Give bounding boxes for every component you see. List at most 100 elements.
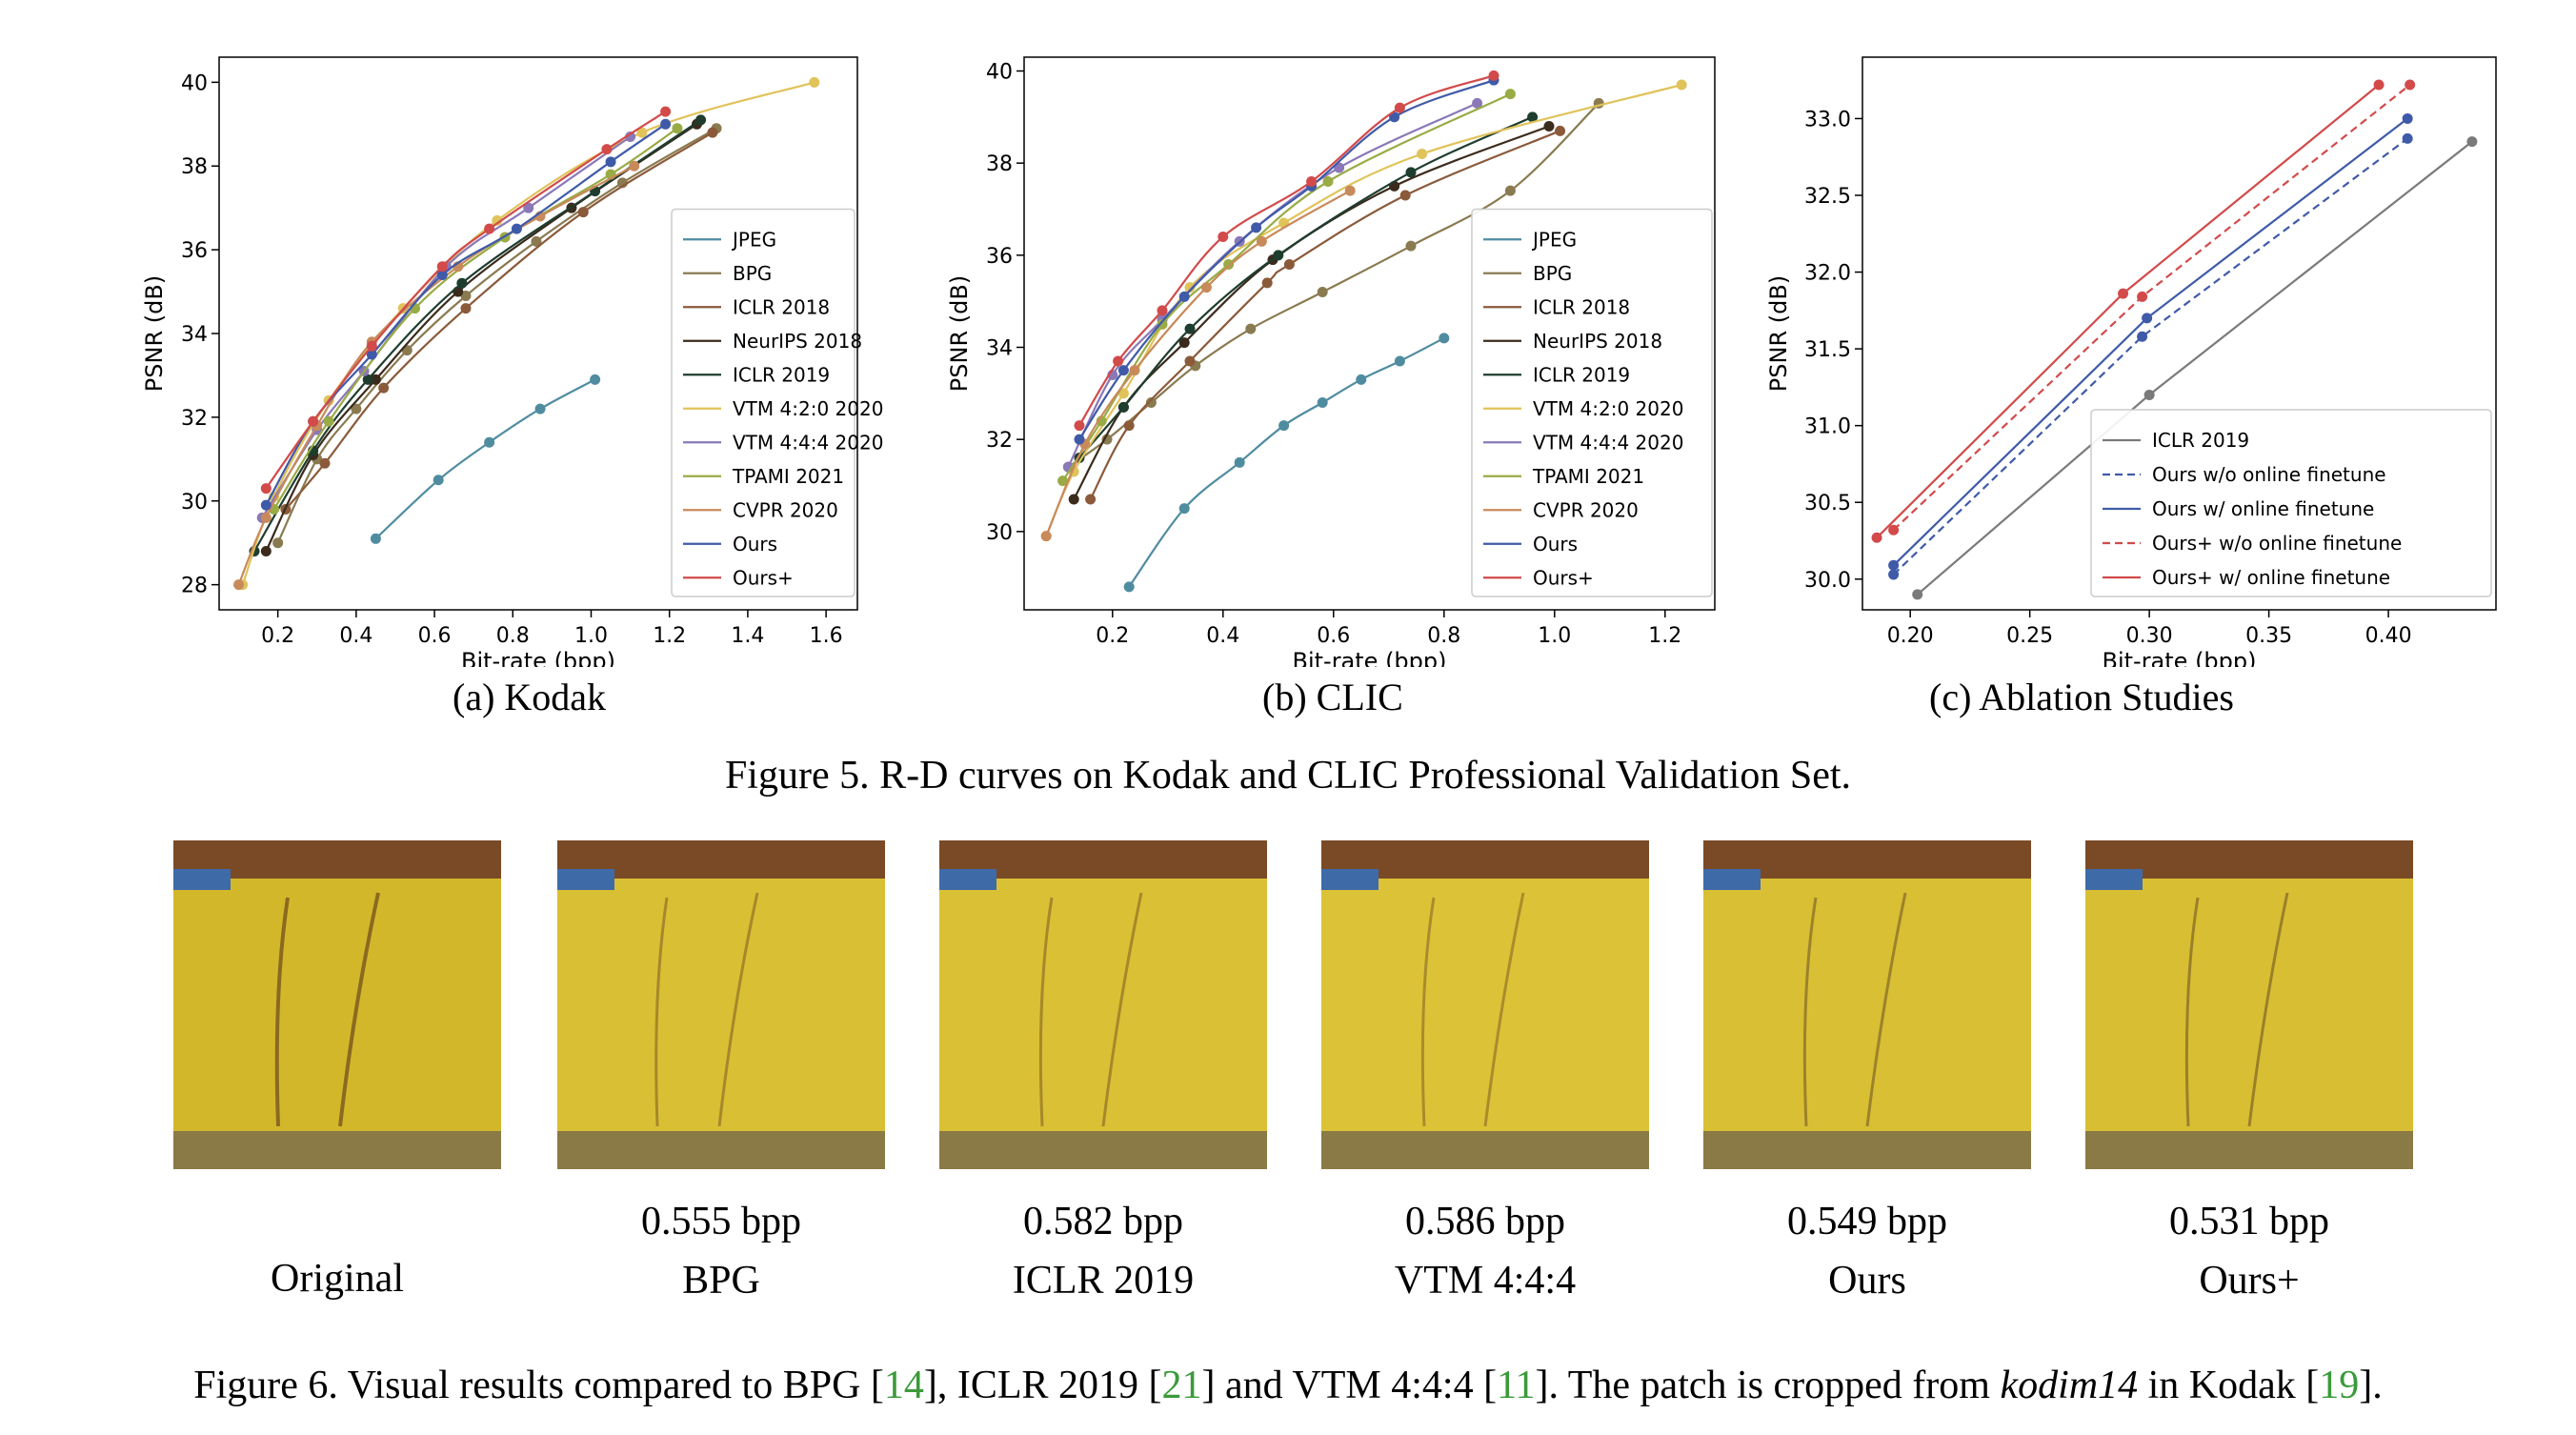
chart0-series-8-point-6 [629, 160, 640, 172]
chart2-legend-label-2: Ours w/ online finetune [2152, 497, 2374, 520]
chart0-series-0-point-1 [433, 475, 444, 486]
patch-vtm444-image [1321, 840, 1649, 1169]
chart1-series-4-point-3 [1273, 250, 1284, 261]
chart1-xtick-label-1: 0.4 [1206, 624, 1239, 648]
chart2-series-0-point-0 [1912, 589, 1923, 600]
chart1-series-1-point-1 [1101, 434, 1113, 445]
chart1-ytick-label-5: 40 [986, 61, 1013, 85]
chart1-series-7-point-4 [1322, 176, 1334, 187]
chart2-legend-box [2090, 409, 2492, 597]
chart0-series-9-point-0 [260, 499, 272, 511]
chart0-series-6-point-4 [523, 202, 534, 213]
chart1-series-10-point-0 [1074, 420, 1085, 432]
chart2-series-4-point-1 [2118, 288, 2129, 299]
chart2-ytick-label-5: 32.5 [1804, 185, 1851, 209]
chart1-xlabel: Bit-rate (bpp) [1292, 648, 1446, 667]
chart1-series-line-8 [1045, 190, 1351, 537]
chart2-xlabel: Bit-rate (bpp) [2102, 648, 2256, 667]
chart1-legend-label-5: VTM 4:2:0 2020 [1533, 397, 1683, 420]
chart1-series-0-point-5 [1356, 374, 1367, 385]
fig6-cap-ref-vtm[interactable]: 11 [1497, 1364, 1536, 1407]
chart2-series-3-point-2 [2405, 79, 2416, 91]
chart-clic-svg: 0.2 0.4 0.6 0.8 1.0 1.2 30 32 34 36 38 40 Bit-rate (… [946, 56, 1716, 667]
chart1-series-4-point-4 [1405, 167, 1417, 178]
fig6-cap-ref-bpg[interactable]: 14 [883, 1364, 924, 1407]
fig6-cap-ref-iclr2019[interactable]: 21 [1161, 1364, 1202, 1407]
chart0-series-7-point-5 [672, 123, 683, 134]
chart1-series-4-point-1 [1117, 401, 1129, 413]
chart1-series-line-6 [1067, 102, 1479, 468]
chart2-legend-label-0: ICLR 2019 [2152, 429, 2249, 452]
chart1-series-9-point-5 [1389, 111, 1400, 123]
chart1-series-1-point-6 [1405, 240, 1417, 252]
chart1-xtick-label-2: 0.6 [1317, 624, 1350, 648]
chart1-series-7-point-5 [1504, 89, 1516, 100]
chart0-series-5-point-6 [809, 76, 820, 88]
chart2-xtick-label-1: 0.25 [2006, 624, 2053, 648]
chart0-series-6-point-5 [625, 131, 636, 142]
chart2-plot-frame [1862, 56, 2497, 611]
fig6-cap-text-1: Figure 6. Visual results compared to BPG… [193, 1364, 884, 1407]
chart1-series-10-point-2 [1157, 305, 1168, 316]
chart1-legend-label-8: CVPR 2020 [1533, 498, 1639, 521]
chart0-series-3-point-0 [260, 545, 272, 556]
chart0-legend-label-9: Ours [733, 533, 777, 556]
chart0-series-7-point-1 [323, 415, 334, 427]
chart2-xtick-label-4: 0.40 [2365, 624, 2412, 648]
chart0-series-10-point-1 [308, 415, 319, 427]
chart0-xtick-label-7: 1.6 [810, 624, 843, 648]
chart2-ytick-label-3: 31.5 [1804, 338, 1851, 362]
chart1-legend-label-9: Ours [1533, 533, 1578, 556]
chart1-series-1-point-4 [1245, 323, 1257, 334]
chart0-series-10-point-0 [260, 483, 272, 495]
chart1-series-4-point-5 [1527, 111, 1539, 123]
chart0-series-9-point-2 [366, 349, 377, 360]
chart1-series-2-point-6 [1555, 125, 1566, 136]
chart1-series-0-point-6 [1394, 355, 1405, 367]
chart2-series-1-point-1 [2137, 331, 2148, 342]
fig6-cap-ref-kodak[interactable]: 19 [2319, 1364, 2360, 1407]
chart1-series-5-point-2 [1117, 388, 1129, 399]
chart0-series-line-1 [276, 127, 717, 544]
chart1-series-2-point-1 [1123, 420, 1135, 432]
fig6-cap-text-3: ] and VTM 4:4:4 [ [1201, 1364, 1498, 1407]
chart2-series-4-point-2 [2373, 79, 2385, 91]
chart0-series-10-point-2 [366, 340, 377, 352]
chart0-legend-label-3: NeurIPS 2018 [733, 330, 862, 353]
patch-ours [1703, 840, 2031, 1169]
chart0-legend-label-7: TPAMI 2021 [732, 465, 844, 488]
fig6-cap-italic: kodim14 [2000, 1364, 2139, 1407]
chart1-series-2-point-2 [1184, 355, 1196, 367]
chart1-ytick-label-3: 36 [986, 245, 1013, 269]
chart0-xtick-label-1: 0.4 [339, 624, 372, 648]
patch-bpp-bpg: 0.555 bpp [641, 1200, 801, 1243]
patch-bpp-ours: 0.549 bpp [1787, 1200, 1947, 1243]
chart0-ytick-label-6: 40 [181, 71, 208, 95]
chart2-xtick-label-2: 0.30 [2126, 624, 2173, 648]
fig6-cap-text-6: ]. [2359, 1364, 2383, 1407]
chart0-series-1-point-4 [460, 290, 472, 301]
chart0-series-5-point-5 [636, 127, 648, 138]
chart1-xtick-label-4: 1.0 [1538, 624, 1571, 648]
patch-original [173, 840, 501, 1169]
chart0-legend-label-1: BPG [733, 262, 772, 285]
chart0-series-1-point-2 [351, 403, 362, 414]
chart0-ytick-label-1: 30 [181, 491, 208, 515]
chart1-xtick-label-3: 0.8 [1427, 624, 1460, 648]
chart1-series-7-point-3 [1223, 259, 1235, 270]
chart1-ytick-label-0: 30 [986, 521, 1013, 545]
fig6-cap-text-5: in Kodak [ [2138, 1364, 2320, 1407]
chart1-plot-frame [1023, 56, 1716, 611]
chart1-legend-label-6: VTM 4:4:4 2020 [1533, 431, 1683, 454]
chart-kodak-svg: 0.2 0.4 0.6 0.8 1.0 1.2 1.4 1.6 28 30 32 34 36 38 40 Bi… [141, 56, 883, 667]
chart0-series-line-0 [374, 378, 596, 540]
chart1-series-4-point-2 [1184, 323, 1196, 334]
chart0-series-8-point-0 [233, 579, 245, 591]
chart-kodak: 0.2 0.4 0.6 0.8 1.0 1.2 1.4 1.6 28 30 32 34 36 38 40 Bi… [133, 38, 896, 667]
chart0-ytick-label-0: 28 [181, 575, 208, 598]
chart1-series-0-point-1 [1178, 503, 1190, 515]
chart0-xlabel: Bit-rate (bpp) [461, 648, 615, 667]
chart-ablation-svg: 0.20 0.25 0.30 0.35 0.40 30.0 30.5 31.0 31.5 32.0… [1765, 56, 2497, 667]
chart0-series-0-point-2 [484, 436, 495, 448]
chart0-xtick-label-0: 0.2 [261, 624, 294, 648]
